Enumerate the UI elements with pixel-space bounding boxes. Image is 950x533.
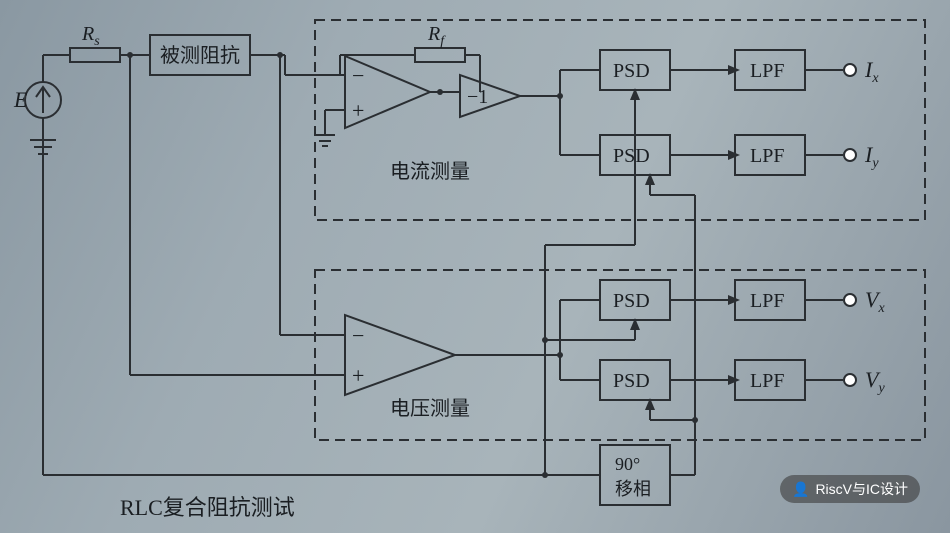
svg-text:LPF: LPF [750,290,784,312]
out-ix: Ix [864,57,879,86]
terminal-vx [844,294,856,306]
out-vx: Vx [865,287,885,316]
terminal-iy [844,149,856,161]
out-iy: Iy [864,142,879,171]
svg-text:PSD: PSD [613,145,650,167]
svg-text:PSD: PSD [613,290,650,312]
svg-text:+: + [352,363,364,388]
current-measure-label: 电流测量 [390,160,470,183]
svg-text:PSD: PSD [613,60,650,82]
circuit-diagram: E Rs 被测阻抗 − + Rf −1 电流测量 PSD LPF [0,0,950,533]
svg-text:移相: 移相 [615,479,651,499]
rf-resistor [415,48,465,62]
svg-text:+: + [352,98,364,123]
terminal-ix [844,64,856,76]
voltage-measure-label: 电压测量 [390,397,470,420]
dut-label: 被测阻抗 [160,44,240,67]
rs-label: Rs [81,23,100,49]
svg-text:LPF: LPF [750,60,784,82]
svg-text:LPF: LPF [750,145,784,167]
svg-text:LPF: LPF [750,370,784,392]
watermark-badge: RiscV与IC设计 [780,475,920,503]
diagram-title: RLC复合阻抗测试 [120,495,295,520]
svg-text:−: − [352,63,364,88]
svg-text:90°: 90° [615,454,640,474]
svg-text:−: − [352,323,364,348]
inverter-label: −1 [467,86,488,108]
svg-text:PSD: PSD [613,370,650,392]
terminal-vy [844,374,856,386]
rf-label: Rf [427,23,446,49]
out-vy: Vy [865,367,885,396]
rs-resistor [70,48,120,62]
source-label: E [13,87,28,112]
